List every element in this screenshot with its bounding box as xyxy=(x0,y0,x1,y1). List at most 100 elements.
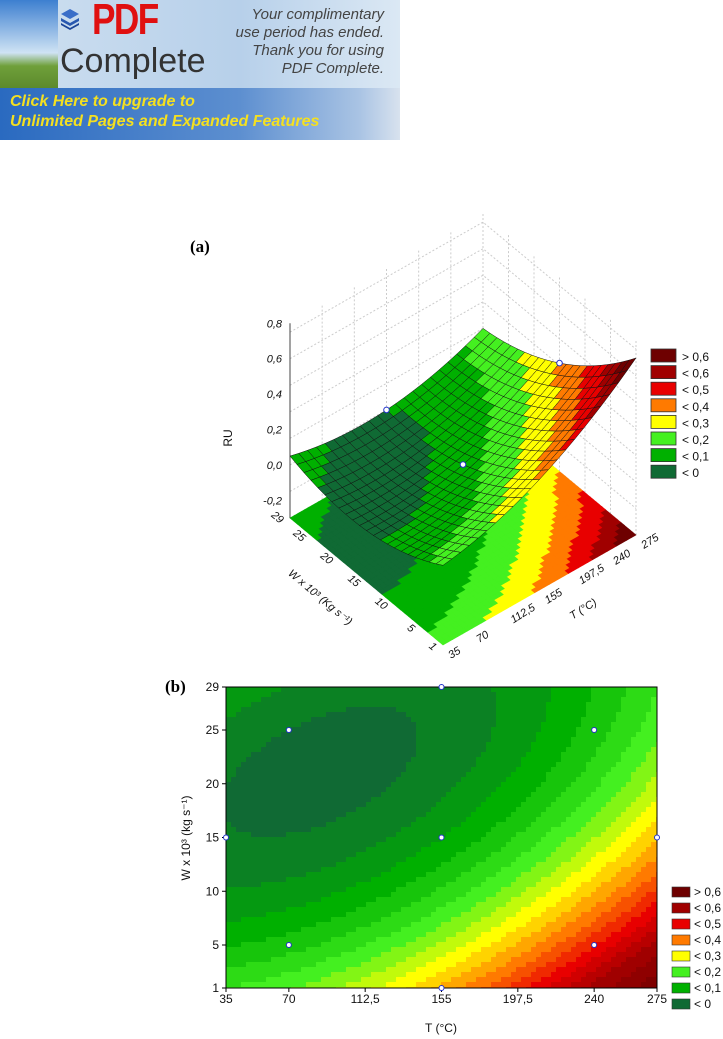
contour-cell xyxy=(316,922,322,928)
contour-cell xyxy=(241,932,247,938)
contour-cell xyxy=(266,722,272,728)
contour-cell xyxy=(436,967,442,973)
contour-cell xyxy=(251,882,257,888)
contour-cell xyxy=(236,897,242,903)
contour-cell xyxy=(261,897,267,903)
contour-cell xyxy=(426,867,432,873)
contour-cell xyxy=(231,887,237,893)
contour-cell xyxy=(266,832,272,838)
contour-cell xyxy=(401,762,407,768)
contour-cell xyxy=(301,692,307,698)
contour-cell xyxy=(231,727,237,733)
contour-cell xyxy=(356,777,362,783)
layers-logo-icon xyxy=(61,9,79,30)
contour-cell xyxy=(376,827,382,833)
contour-cell xyxy=(426,722,432,728)
contour-cell xyxy=(351,887,357,893)
contour-cell xyxy=(361,837,367,843)
contour-cell xyxy=(361,702,367,708)
contour-cell xyxy=(431,792,437,798)
contour-cell xyxy=(351,792,357,798)
contour-cell xyxy=(441,737,447,743)
contour-cell xyxy=(316,932,322,938)
contour-cell xyxy=(271,872,277,878)
contour-cell xyxy=(436,702,442,708)
contour-cell xyxy=(366,777,372,783)
contour-cell xyxy=(306,727,312,733)
contour-cell xyxy=(356,982,362,988)
upgrade-line[interactable]: Click Here to upgrade to xyxy=(10,93,195,110)
contour-cell xyxy=(386,957,392,963)
contour-cell xyxy=(421,877,427,883)
contour-cell xyxy=(436,922,442,928)
contour-cell xyxy=(376,752,382,758)
contour-cell xyxy=(261,922,267,928)
contour-cell xyxy=(266,752,272,758)
contour-cell xyxy=(446,952,452,958)
contour-cell xyxy=(431,797,437,803)
contour-cell xyxy=(341,837,347,843)
contour-cell xyxy=(436,717,442,723)
contour-cell xyxy=(291,717,297,723)
contour-cell xyxy=(346,842,352,848)
pdf-complete-upgrade-banner[interactable]: PDF Complete Your complimentary use peri… xyxy=(0,0,400,140)
upgrade-link[interactable]: Click Here to upgrade to Unlimited Pages… xyxy=(10,92,319,132)
contour-cell xyxy=(396,962,402,968)
contour-cell xyxy=(431,937,437,943)
contour-cell xyxy=(356,897,362,903)
contour-cell xyxy=(246,867,252,873)
contour-cell xyxy=(391,917,397,923)
contour-cell xyxy=(421,807,427,813)
contour-cell xyxy=(426,787,432,793)
contour-cell xyxy=(366,792,372,798)
contour-cell xyxy=(336,962,342,968)
contour-cell xyxy=(241,742,247,748)
contour-cell xyxy=(341,737,347,743)
contour-cell xyxy=(411,742,417,748)
contour-cell xyxy=(251,827,257,833)
contour-cell xyxy=(316,877,322,883)
contour-cell xyxy=(286,962,292,968)
contour-cell xyxy=(266,787,272,793)
contour-cell xyxy=(281,732,287,738)
contour-cell xyxy=(441,827,447,833)
contour-cell xyxy=(336,977,342,983)
contour-cell xyxy=(341,952,347,958)
contour-cell xyxy=(276,702,282,708)
contour-cell xyxy=(351,712,357,718)
contour-cell xyxy=(376,737,382,743)
contour-cell xyxy=(396,812,402,818)
contour-cell xyxy=(241,917,247,923)
contour-cell xyxy=(291,837,297,843)
contour-cell xyxy=(261,947,267,953)
contour-cell xyxy=(321,727,327,733)
contour-cell xyxy=(226,927,232,933)
contour-cell xyxy=(291,737,297,743)
contour-cell xyxy=(326,962,332,968)
contour-cell xyxy=(441,942,447,948)
contour-cell xyxy=(456,757,462,763)
contour-cell xyxy=(366,947,372,953)
contour-cell xyxy=(366,692,372,698)
contour-cell xyxy=(291,847,297,853)
contour-cell xyxy=(446,767,452,773)
legend-swatch xyxy=(650,381,677,396)
contour-cell xyxy=(421,907,427,913)
contour-cell xyxy=(296,752,302,758)
contour-cell xyxy=(436,807,442,813)
contour-cell xyxy=(256,972,262,978)
contour-cell xyxy=(246,862,252,868)
contour-cell xyxy=(286,917,292,923)
upgrade-line[interactable]: Unlimited Pages and Expanded Features xyxy=(10,113,320,130)
contour-cell xyxy=(226,962,232,968)
contour-cell xyxy=(406,957,412,963)
contour-cell xyxy=(316,912,322,918)
contour-cell xyxy=(436,977,442,983)
panel-a-title: (a) xyxy=(190,237,210,256)
contour-cell xyxy=(341,802,347,808)
contour-cell xyxy=(436,822,442,828)
contour-cell xyxy=(251,857,257,863)
contour-cell xyxy=(251,762,257,768)
contour-cell xyxy=(421,837,427,843)
z-tick-label: 0,8 xyxy=(267,318,283,330)
